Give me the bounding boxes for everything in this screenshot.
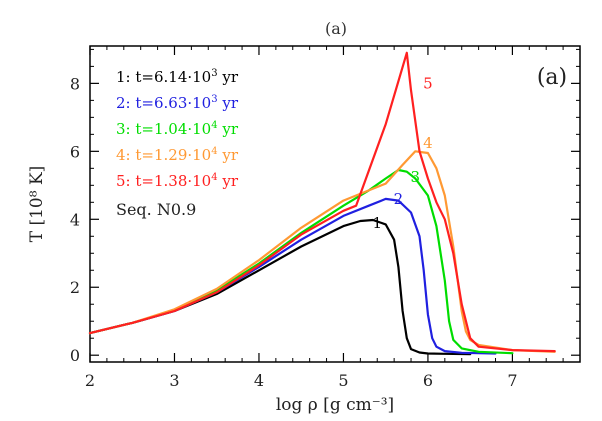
legend-entry-5: 5: t=1.38·104 yr: [116, 172, 239, 190]
x-axis-label: log ρ [g cm⁻³]: [276, 395, 394, 415]
y-tick-label: 6: [70, 142, 80, 161]
x-tick-label: 6: [423, 371, 433, 390]
series-line-3: [88, 168, 514, 355]
x-tick-label: 4: [254, 371, 264, 390]
curve-label-1: 1: [372, 214, 382, 232]
legend-entry-4: 4: t=1.29·104 yr: [116, 146, 239, 164]
legend-entry-3: 3: t=1.04·104 yr: [116, 120, 239, 138]
curve-label-4: 4: [423, 134, 433, 152]
curve-label-2: 2: [394, 190, 404, 208]
y-axis-label: T [10⁸ K]: [27, 166, 47, 243]
series-line-4: [88, 150, 556, 353]
x-tick-label: 5: [338, 371, 348, 390]
plot-frame: [89, 45, 581, 363]
x-tick-label: 7: [507, 371, 517, 390]
x-tick-label: 2: [85, 371, 95, 390]
curve-label-3: 3: [410, 168, 420, 186]
series-line-5: [88, 51, 556, 353]
legend-entry-1: 1: t=6.14·103 yr: [116, 68, 239, 86]
y-tick-label: 4: [70, 210, 80, 229]
series-line-1: [88, 218, 472, 356]
panel-label: (a): [537, 65, 567, 90]
figure-caption: (a): [325, 19, 347, 38]
curve-label-5: 5: [423, 74, 433, 92]
y-tick-label: 8: [70, 74, 80, 93]
x-tick-label: 3: [169, 371, 179, 390]
legend-entry-2: 2: t=6.63·103 yr: [116, 94, 239, 112]
y-tick-label: 2: [70, 278, 80, 297]
sequence-label: Seq. N0.9: [116, 200, 196, 219]
y-tick-label: 0: [70, 346, 80, 365]
